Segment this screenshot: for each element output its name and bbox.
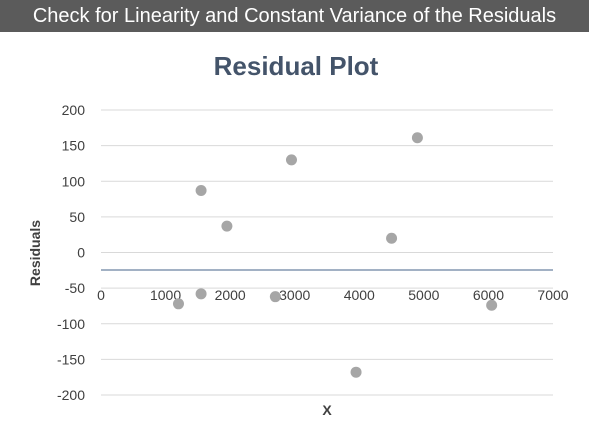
- y-axis-title: Residuals: [27, 220, 43, 286]
- x-tick-label: 7000: [537, 287, 568, 303]
- residual-plot: Residual Plot 200 150 100 50 0 -50 -100 -150 -20…: [27, 51, 569, 418]
- y-tick-label: 50: [69, 209, 85, 225]
- x-tick-label: 6000: [473, 287, 504, 303]
- data-point-6: [350, 366, 362, 378]
- y-tick-label: -100: [57, 316, 85, 332]
- data-point-5: [285, 154, 297, 166]
- y-tick-labels: 200 150 100 50 0 -50 -100 -150 -200: [57, 102, 85, 403]
- data-point-9: [486, 299, 498, 311]
- y-tick-label: -50: [65, 280, 85, 296]
- y-tick-label: 150: [62, 138, 86, 154]
- y-tick-label: -150: [57, 351, 85, 367]
- x-tick-label: 1000: [150, 287, 181, 303]
- x-tick-label: 5000: [408, 287, 439, 303]
- page-banner: Check for Linearity and Constant Varianc…: [0, 0, 589, 32]
- y-tick-label: -200: [57, 387, 85, 403]
- y-tick-label: 100: [62, 173, 86, 189]
- data-point-1: [195, 185, 207, 197]
- data-point-7: [386, 232, 398, 244]
- data-point-8: [411, 132, 423, 144]
- x-tick-label: 4000: [344, 287, 375, 303]
- x-tick-label: 2000: [215, 287, 246, 303]
- x-tick-label: 3000: [279, 287, 310, 303]
- data-point-3: [221, 220, 233, 232]
- x-axis-title: X: [322, 402, 332, 418]
- x-tick-label: 0: [97, 287, 105, 303]
- data-point-2: [195, 288, 207, 300]
- x-tick-labels: 0 1000 2000 3000 4000 5000 6000 7000: [97, 287, 569, 303]
- data-point-0: [172, 298, 184, 310]
- y-tick-label: 0: [77, 245, 85, 261]
- chart-title: Residual Plot: [214, 51, 379, 81]
- data-points: [172, 132, 498, 378]
- gridlines: [101, 109, 553, 396]
- data-point-4: [269, 291, 281, 303]
- y-tick-label: 200: [62, 102, 86, 118]
